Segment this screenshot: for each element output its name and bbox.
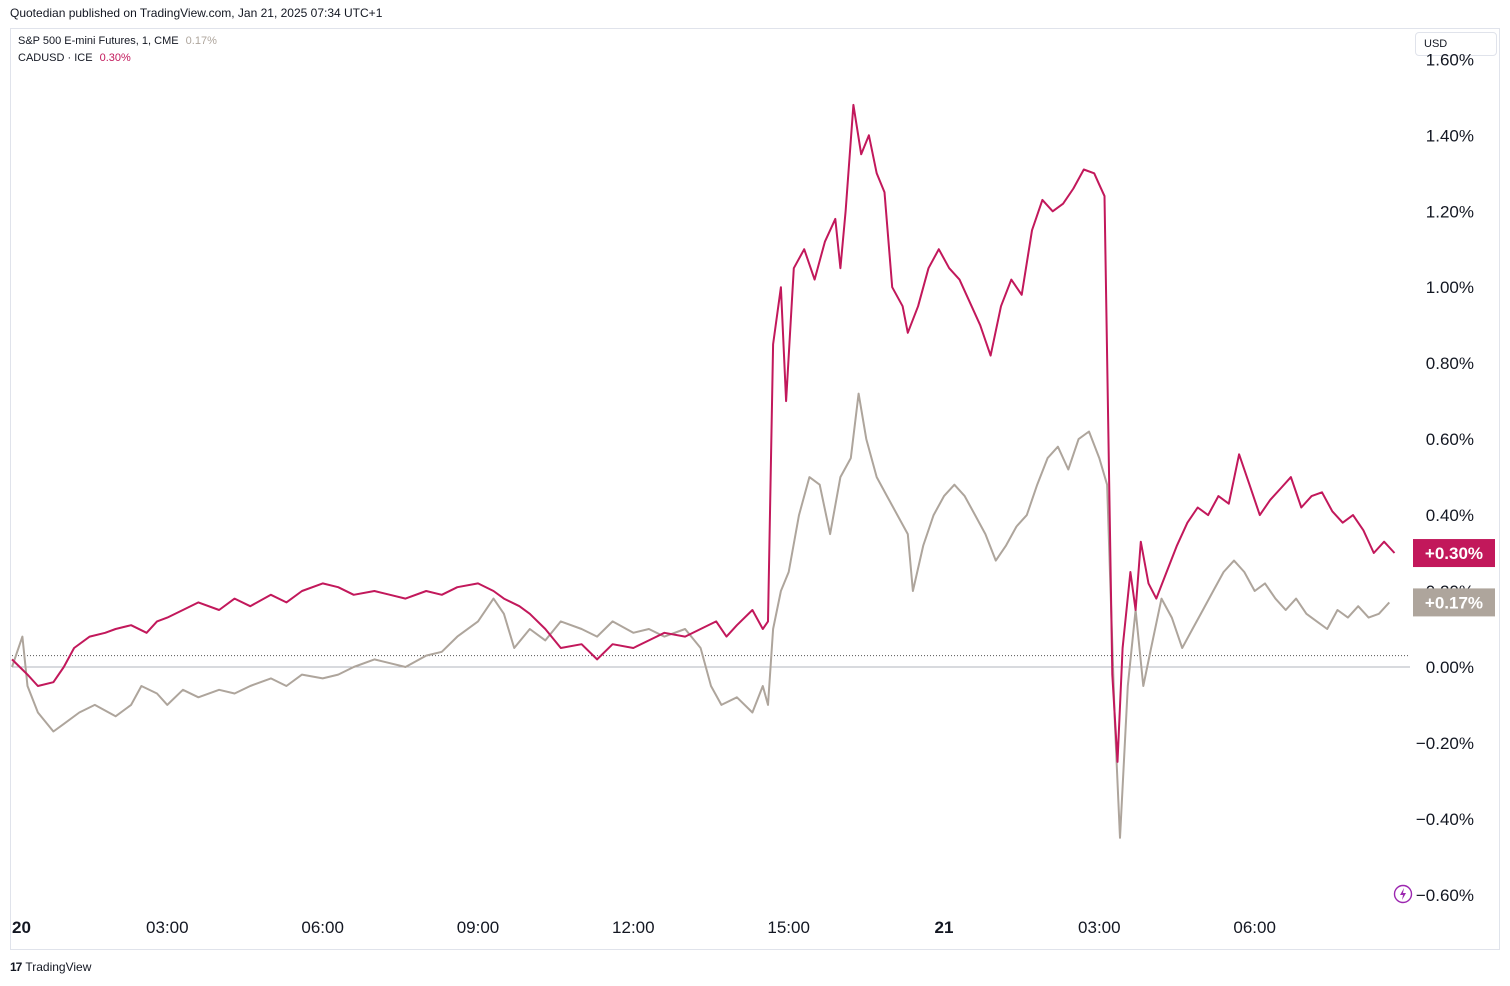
x-tick-label: 15:00: [767, 918, 810, 937]
series-line-sp500: [11, 392, 1391, 839]
last-value-badge-sp500: [1413, 588, 1495, 617]
y-tick-label: 1.00%: [1426, 278, 1474, 297]
tradingview-logo[interactable]: 17 TradingView: [10, 960, 91, 974]
legend-cadusd-name: CADUSD · ICE: [18, 52, 93, 64]
x-tick-label: 06:00: [1233, 918, 1276, 937]
legend-sp500[interactable]: S&P 500 E-mini Futures, 1, CME 0.17%: [18, 35, 217, 47]
last-value-badge-cadusd: [1413, 539, 1495, 568]
legend-cadusd[interactable]: CADUSD · ICE 0.30%: [18, 52, 131, 64]
legend-sp500-pct: 0.17%: [185, 35, 217, 47]
y-tick-label: −0.40%: [1416, 810, 1474, 829]
y-tick-label: 0.80%: [1426, 354, 1474, 373]
y-tick-label: 0.60%: [1426, 430, 1474, 449]
y-tick-label: 0.00%: [1426, 658, 1474, 677]
legend-cadusd-pct: 0.30%: [99, 52, 131, 64]
chart-frame: [10, 28, 1500, 950]
x-tick-label: 09:00: [457, 918, 500, 937]
legend-sp500-name: S&P 500 E-mini Futures, 1, CME: [18, 35, 179, 47]
tradingview-logo-icon: 17: [10, 960, 22, 974]
y-tick-label: 0.40%: [1426, 506, 1474, 525]
publish-caption: Quotedian published on TradingView.com, …: [10, 6, 383, 20]
x-tick-label: 20: [12, 918, 31, 937]
lightning-icon[interactable]: [1393, 884, 1413, 904]
y-tick-label: −0.60%: [1416, 886, 1474, 905]
y-tick-label: 1.60%: [1426, 50, 1474, 69]
y-tick-label: 1.20%: [1426, 202, 1474, 221]
x-tick-label: 06:00: [301, 918, 344, 937]
x-tick-label: 03:00: [146, 918, 189, 937]
y-tick-label: −0.20%: [1416, 734, 1474, 753]
last-value-label-sp500: +0.17%: [1425, 593, 1483, 612]
x-tick-label: 03:00: [1078, 918, 1121, 937]
x-tick-label: 21: [935, 918, 954, 937]
series-line-cadusd: [11, 103, 1396, 763]
currency-button[interactable]: USD: [1415, 32, 1497, 56]
last-value-label-cadusd: +0.30%: [1425, 544, 1483, 563]
tradingview-logo-text: TradingView: [25, 960, 92, 974]
y-tick-label: 1.40%: [1426, 126, 1474, 145]
x-tick-label: 12:00: [612, 918, 655, 937]
